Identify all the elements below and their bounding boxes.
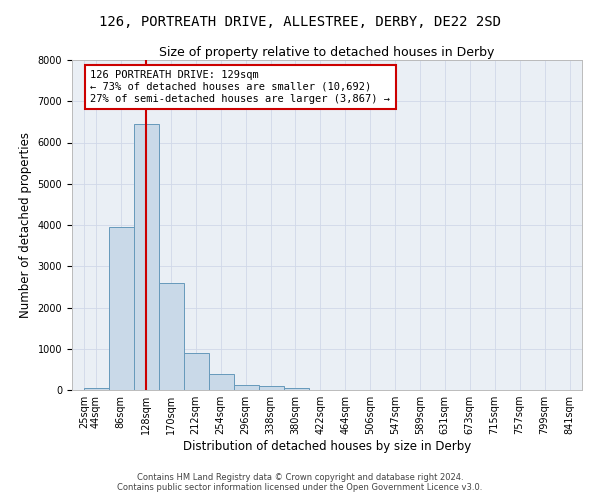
Text: 126 PORTREATH DRIVE: 129sqm
← 73% of detached houses are smaller (10,692)
27% of: 126 PORTREATH DRIVE: 129sqm ← 73% of det…	[91, 70, 391, 104]
Bar	[284, 388, 309, 390]
Bar	[184, 353, 209, 390]
Bar	[259, 386, 284, 390]
Text: Contains HM Land Registry data © Crown copyright and database right 2024.
Contai: Contains HM Land Registry data © Crown c…	[118, 473, 482, 492]
Bar	[234, 384, 259, 390]
Bar	[209, 374, 234, 390]
X-axis label: Distribution of detached houses by size in Derby: Distribution of detached houses by size …	[183, 440, 471, 453]
Bar	[160, 283, 184, 390]
Bar	[109, 227, 134, 390]
Title: Size of property relative to detached houses in Derby: Size of property relative to detached ho…	[160, 46, 494, 59]
Bar	[85, 388, 109, 390]
Text: 126, PORTREATH DRIVE, ALLESTREE, DERBY, DE22 2SD: 126, PORTREATH DRIVE, ALLESTREE, DERBY, …	[99, 15, 501, 29]
Y-axis label: Number of detached properties: Number of detached properties	[19, 132, 32, 318]
Bar	[134, 124, 160, 390]
